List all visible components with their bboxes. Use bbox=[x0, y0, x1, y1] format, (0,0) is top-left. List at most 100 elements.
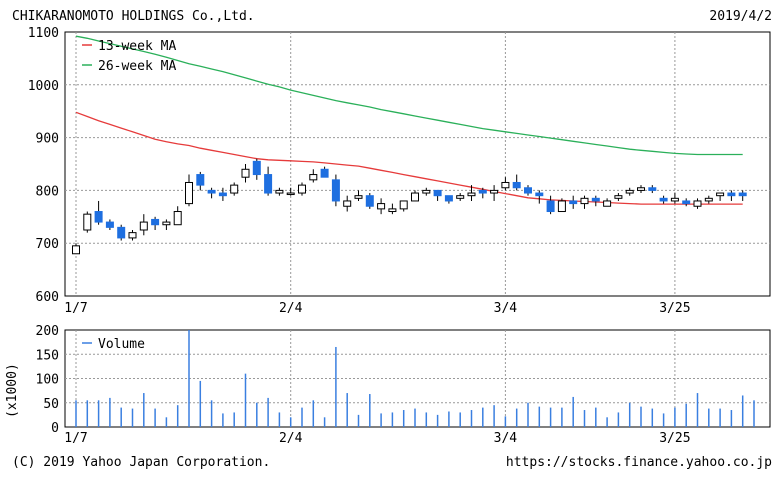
copyright: (C) 2019 Yahoo Japan Corporation. bbox=[12, 455, 270, 470]
candle-body bbox=[535, 192, 544, 197]
candle bbox=[241, 164, 250, 183]
candle-body bbox=[388, 208, 397, 213]
candle-body bbox=[614, 195, 623, 199]
ma13-line bbox=[75, 111, 743, 205]
candle-body bbox=[230, 184, 239, 194]
volume-y-tick-label: 0 bbox=[51, 421, 59, 436]
candle-body bbox=[241, 168, 250, 178]
candle-body bbox=[512, 181, 521, 189]
candle bbox=[173, 206, 182, 226]
volume-legend-label: Volume bbox=[98, 337, 145, 352]
candle bbox=[207, 187, 216, 199]
candle bbox=[456, 193, 465, 201]
candle-body bbox=[659, 197, 668, 202]
candle bbox=[286, 187, 295, 196]
price-x-tick-label: 1/7 bbox=[64, 301, 87, 316]
candle bbox=[399, 200, 408, 212]
candle bbox=[546, 195, 555, 215]
ma26-legend-label: 26-week MA bbox=[98, 59, 176, 74]
candle-body bbox=[151, 218, 160, 226]
candle bbox=[264, 166, 273, 196]
candle-body bbox=[207, 189, 216, 194]
candle-body bbox=[94, 211, 103, 223]
candle bbox=[535, 190, 544, 204]
candle-body bbox=[343, 200, 352, 207]
candle bbox=[501, 177, 510, 191]
candle-body bbox=[738, 192, 747, 197]
candle bbox=[614, 193, 623, 201]
candle-body bbox=[501, 181, 510, 189]
candle-body bbox=[252, 160, 261, 176]
price-x-tick-label: 3/4 bbox=[494, 301, 518, 316]
candle-body bbox=[139, 221, 148, 231]
candle bbox=[117, 224, 126, 241]
candle bbox=[185, 174, 193, 207]
candle-body bbox=[648, 187, 657, 191]
candle bbox=[670, 193, 679, 204]
candle-body bbox=[727, 192, 736, 197]
candle bbox=[128, 230, 137, 241]
candle-body bbox=[196, 174, 205, 186]
candle bbox=[444, 195, 453, 204]
candle-body bbox=[128, 232, 137, 239]
candle bbox=[524, 185, 532, 196]
candle-body bbox=[524, 187, 532, 194]
candle-body bbox=[377, 203, 386, 210]
candle bbox=[637, 185, 645, 194]
candle-body bbox=[478, 189, 487, 194]
candle-body bbox=[83, 213, 92, 231]
price-panel-frame bbox=[64, 31, 771, 297]
candle bbox=[377, 198, 386, 215]
candle bbox=[478, 187, 487, 199]
candle bbox=[139, 214, 148, 236]
candle-body bbox=[490, 189, 499, 194]
candle bbox=[716, 192, 725, 201]
volume-x-tick-label: 3/25 bbox=[659, 431, 690, 446]
chart-date: 2019/4/2 bbox=[709, 9, 772, 24]
candle-body bbox=[411, 192, 419, 202]
candle-body bbox=[456, 195, 465, 199]
candle bbox=[603, 198, 612, 207]
candle bbox=[354, 190, 363, 201]
candle-body bbox=[467, 192, 476, 197]
price-y-tick-label: 800 bbox=[36, 184, 59, 199]
candle bbox=[591, 195, 600, 207]
candle bbox=[320, 166, 329, 178]
price-y-tick-label: 700 bbox=[36, 237, 59, 252]
candle bbox=[151, 216, 160, 230]
volume-y-axis: 0 50 100 150 200 bbox=[36, 324, 59, 436]
price-grid bbox=[65, 32, 770, 296]
candle bbox=[704, 195, 713, 204]
candle-body bbox=[433, 189, 442, 197]
candle-body bbox=[331, 179, 340, 202]
candle-body bbox=[185, 181, 193, 205]
price-y-tick-label: 1000 bbox=[28, 79, 59, 94]
candle-body bbox=[173, 211, 182, 226]
candle bbox=[331, 174, 340, 207]
candle bbox=[512, 174, 521, 191]
moving-average-lines bbox=[75, 35, 743, 205]
candle bbox=[648, 185, 657, 194]
price-x-tick-label: 2/4 bbox=[279, 301, 303, 316]
volume-x-tick-label: 2/4 bbox=[279, 431, 303, 446]
candle-body bbox=[320, 168, 329, 178]
candle bbox=[72, 243, 80, 255]
candle bbox=[388, 203, 397, 215]
ma13-legend-label: 13-week MA bbox=[98, 39, 176, 54]
candle bbox=[83, 211, 92, 233]
candle bbox=[343, 195, 352, 212]
candle-body bbox=[625, 189, 634, 194]
candle-body bbox=[569, 200, 578, 205]
candle bbox=[105, 219, 114, 230]
candle-body bbox=[286, 192, 295, 196]
candle-body bbox=[591, 197, 600, 202]
candle bbox=[580, 195, 589, 209]
candle bbox=[94, 200, 103, 225]
volume-y-tick-label: 50 bbox=[43, 397, 59, 412]
volume-grid bbox=[65, 330, 770, 427]
volume-x-axis: 1/7 2/4 3/4 3/25 bbox=[64, 431, 690, 446]
candle bbox=[275, 187, 284, 196]
candle bbox=[230, 182, 239, 196]
volume-bars bbox=[75, 330, 755, 427]
